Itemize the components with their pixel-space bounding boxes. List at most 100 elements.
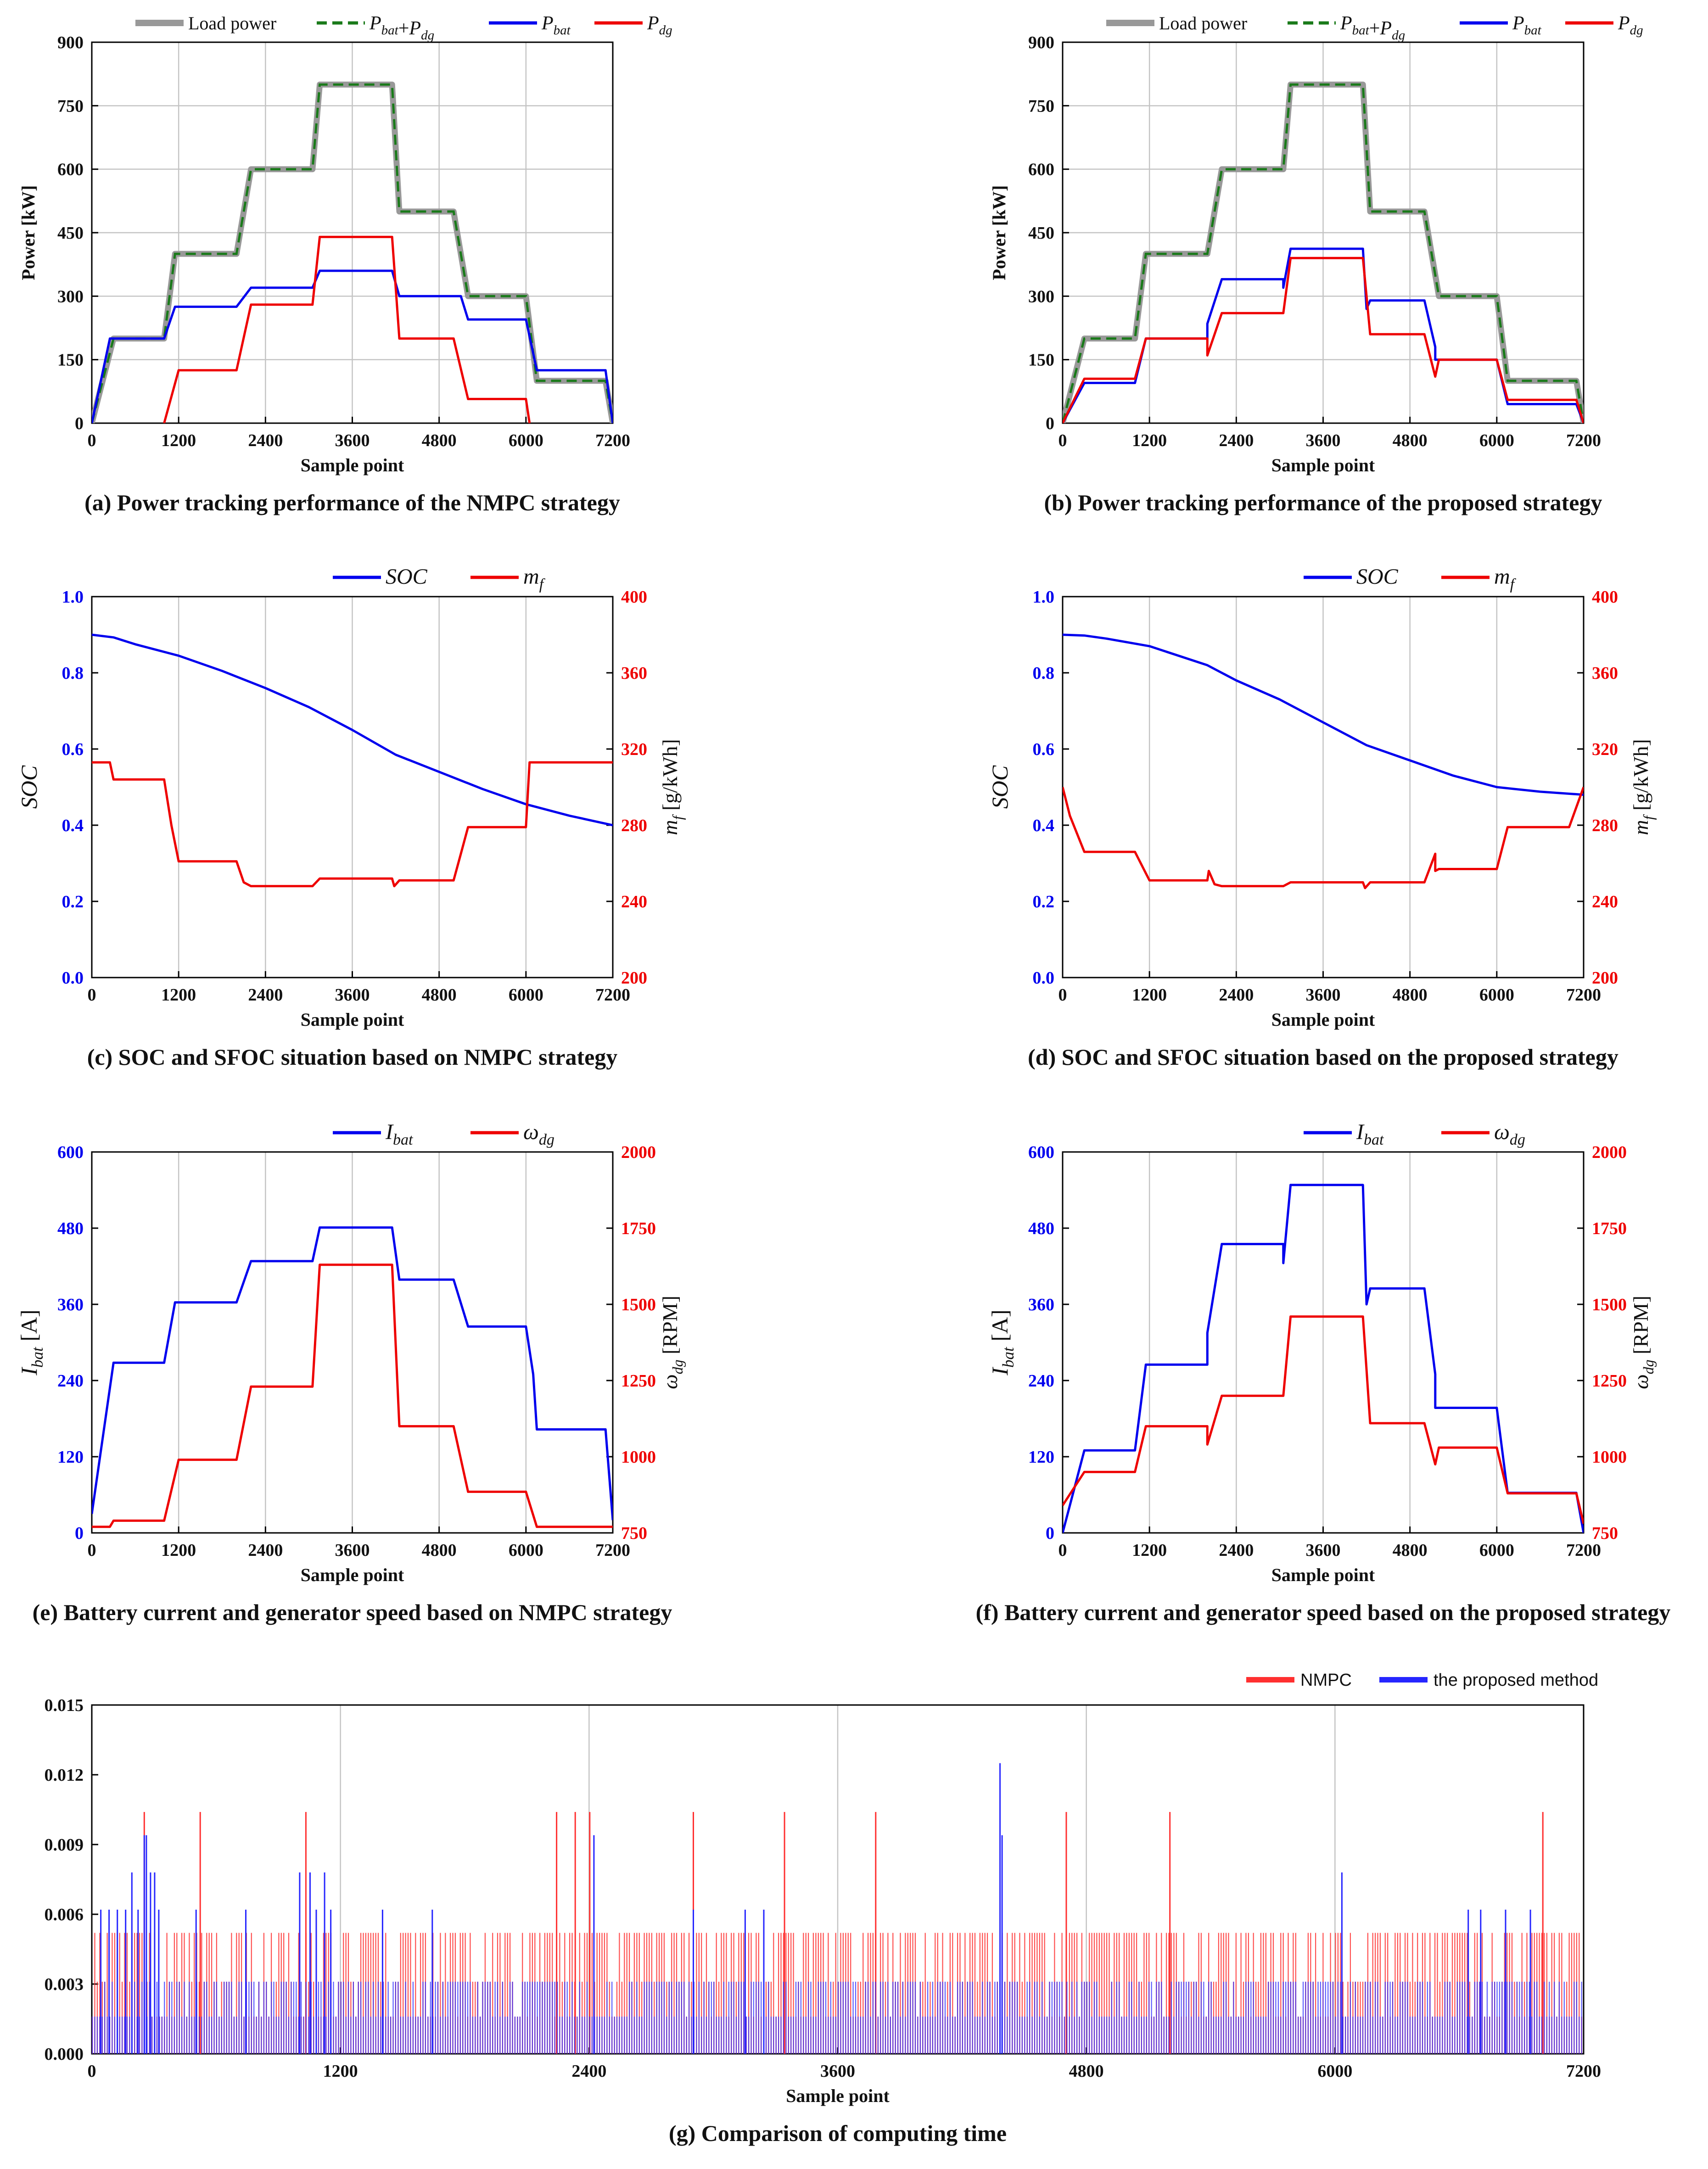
bar xyxy=(631,1981,633,2054)
bar xyxy=(286,1981,287,2054)
x-tick-label: 7200 xyxy=(595,431,630,450)
bar xyxy=(1310,1981,1311,2054)
bar xyxy=(119,2016,120,2054)
y-tick-label-left: 120 xyxy=(1028,1448,1054,1467)
bar-layer xyxy=(92,1763,1582,2054)
x-tick-label: 6000 xyxy=(1479,1541,1514,1560)
bar xyxy=(818,1981,819,2054)
bar xyxy=(537,1981,538,2054)
bar xyxy=(280,1981,282,2054)
bar xyxy=(870,2016,871,2054)
bar xyxy=(184,1981,185,2054)
bar xyxy=(1531,1933,1533,2054)
bar xyxy=(467,1981,469,2054)
y-tick-label-right: 1500 xyxy=(1592,1295,1627,1314)
bar xyxy=(1071,1981,1073,2054)
bar xyxy=(1442,1933,1443,2054)
bar xyxy=(1322,1981,1324,2054)
y-axis-label-right-text: mf [g/kWh] xyxy=(1629,739,1657,835)
bar xyxy=(922,2016,924,2054)
bar xyxy=(385,1933,386,2054)
bar xyxy=(343,1981,344,2054)
bar xyxy=(1200,1981,1202,2054)
bar xyxy=(808,1981,809,2054)
bar xyxy=(1402,1981,1403,2054)
bar xyxy=(1432,2016,1433,2054)
bar xyxy=(1218,1933,1219,2054)
bar xyxy=(793,1933,794,2054)
x-tick-label: 7200 xyxy=(1566,2062,1601,2081)
y-axis-label-left: Ibat [A] xyxy=(987,1309,1017,1375)
bar xyxy=(778,2016,779,2054)
bar xyxy=(1069,1933,1070,2054)
bar xyxy=(1036,1981,1038,2054)
bar-spike xyxy=(150,1872,151,2054)
bar xyxy=(1397,1933,1398,2054)
bar xyxy=(1258,2016,1259,2054)
bar xyxy=(989,1981,991,2054)
bar xyxy=(499,1933,501,2054)
bar xyxy=(1143,2016,1145,2054)
bar xyxy=(1034,1981,1036,2054)
bar xyxy=(860,2016,861,2054)
bar xyxy=(126,2016,128,2054)
x-tick-label: 4800 xyxy=(1393,985,1428,1005)
bar xyxy=(1168,2016,1170,2054)
bar xyxy=(750,1981,752,2054)
bar xyxy=(350,2016,352,2054)
bar xyxy=(850,2016,851,2054)
bar xyxy=(1298,2016,1299,2054)
bar xyxy=(1576,1981,1577,2054)
bar xyxy=(731,1981,732,2054)
bar xyxy=(504,1933,506,2054)
bar xyxy=(1419,1981,1421,2054)
bar xyxy=(1499,1981,1500,2054)
x-tick-label: 0 xyxy=(1058,1541,1067,1560)
bar xyxy=(1539,2016,1540,2054)
bar xyxy=(957,1981,958,2054)
bar xyxy=(293,1981,294,2054)
bar xyxy=(1355,1981,1356,2054)
bar xyxy=(208,1933,210,2054)
bar xyxy=(984,2016,986,2054)
bar-spike xyxy=(195,1909,197,2054)
bar xyxy=(812,2016,814,2054)
bar xyxy=(696,2016,697,2054)
bar-spike xyxy=(744,1909,746,2054)
bar xyxy=(895,1981,896,2054)
bar xyxy=(1367,1981,1368,2054)
bar xyxy=(629,1981,630,2054)
bar xyxy=(124,2016,125,2054)
x-tick-label: 2400 xyxy=(248,985,283,1005)
panel-d: 0 1200 2400 3600 4800 6000 7200 Sample point (d)… xyxy=(987,565,1657,1070)
bar xyxy=(99,2016,101,2054)
bar-series-nmpc xyxy=(92,1812,1582,2054)
bar xyxy=(599,1933,600,2054)
bar xyxy=(1260,2016,1261,2054)
bar xyxy=(798,1981,799,2054)
bar xyxy=(1392,1981,1394,2054)
bar xyxy=(795,1981,797,2054)
bar-spike xyxy=(245,1909,246,2054)
bar xyxy=(499,2016,501,2054)
bar xyxy=(539,1981,541,2054)
y-tick-label-right: 360 xyxy=(621,664,647,683)
bar xyxy=(937,1981,938,2054)
bar xyxy=(1370,1981,1371,2054)
bar xyxy=(522,1981,523,2054)
bar-spike xyxy=(305,1812,307,2054)
bar xyxy=(666,2016,667,2054)
bar xyxy=(412,1981,414,2054)
bar xyxy=(641,2016,643,2054)
bar xyxy=(997,1981,998,2054)
bar-spike xyxy=(199,1812,201,2054)
bar xyxy=(1544,1981,1545,2054)
bar xyxy=(649,1981,650,2054)
bar xyxy=(504,2016,506,2054)
bar xyxy=(559,2016,560,2054)
bar xyxy=(1119,1981,1120,2054)
bar xyxy=(1561,2016,1562,2054)
bar xyxy=(1379,1933,1381,2054)
bar xyxy=(833,2016,834,2054)
bar xyxy=(1277,1981,1279,2054)
